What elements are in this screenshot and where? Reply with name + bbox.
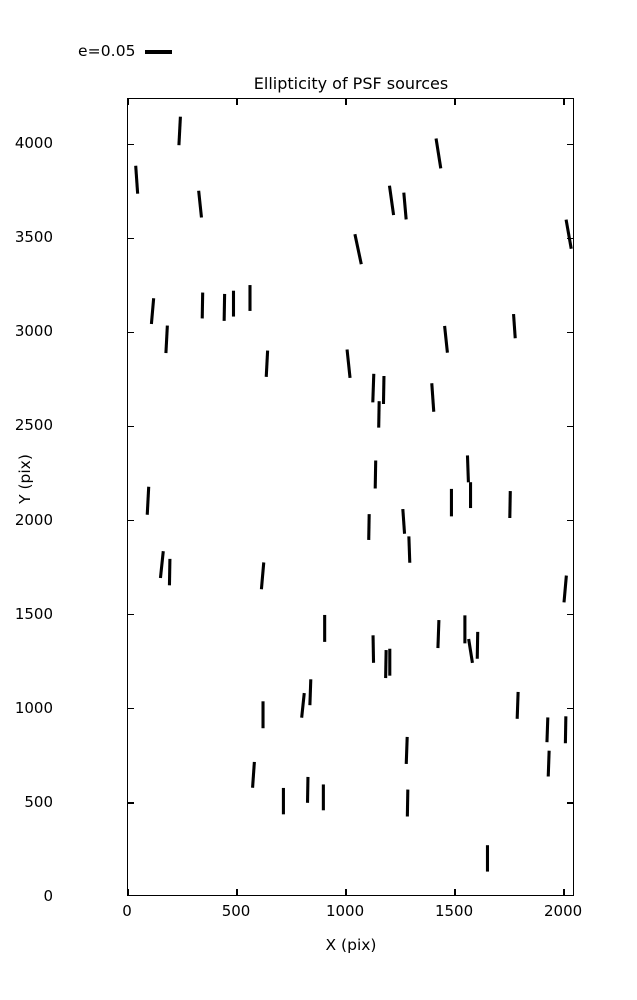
y-axis-tick xyxy=(567,708,573,710)
y-tick-label: 1000 xyxy=(14,698,53,717)
whisker-segment xyxy=(430,383,436,412)
whisker-segment xyxy=(300,692,306,718)
whisker-segment xyxy=(546,750,551,777)
whisker-segment xyxy=(407,536,412,563)
whisker-segment xyxy=(149,298,156,325)
x-axis-tick xyxy=(563,889,565,895)
page-title: Ellipticity of PSF sources xyxy=(253,74,449,93)
whisker-segment xyxy=(443,325,449,353)
y-tick-label: 1500 xyxy=(14,604,53,623)
y-axis-tick xyxy=(567,614,573,616)
whisker-layer xyxy=(134,116,573,872)
whisker-segment xyxy=(164,325,169,354)
whisker-segment xyxy=(545,717,550,743)
whisker-segment xyxy=(564,219,573,250)
y-tick-label: 2500 xyxy=(14,416,53,435)
y-tick-label: 2000 xyxy=(14,510,53,529)
x-axis-label: X (pix) xyxy=(325,936,377,954)
x-tick-label: 1000 xyxy=(325,902,365,920)
whisker-segment xyxy=(345,349,352,379)
whisker-segment xyxy=(308,679,313,706)
x-axis-tick xyxy=(128,99,129,105)
y-axis-tick xyxy=(128,425,134,428)
x-axis-tick xyxy=(236,99,238,105)
x-axis-tick xyxy=(345,99,347,105)
x-axis-tick xyxy=(236,889,238,895)
whisker-segment xyxy=(401,508,407,534)
whisker-segment xyxy=(515,691,520,719)
x-tick-label: 2000 xyxy=(544,902,583,920)
plot-axes xyxy=(127,98,574,896)
y-axis-tick xyxy=(128,614,134,616)
whisker-segment xyxy=(197,190,204,218)
y-tick-label: 4000 xyxy=(14,134,53,153)
whisker-segment xyxy=(387,185,396,216)
whisker-segment xyxy=(467,638,474,664)
y-tick-label: 3000 xyxy=(14,322,53,341)
y-axis-tick xyxy=(128,143,134,145)
legend-scale-bar-icon xyxy=(144,49,172,54)
x-axis-tick xyxy=(454,99,456,105)
whisker-segment xyxy=(436,619,441,649)
whisker-segment xyxy=(251,761,256,788)
x-axis-tick xyxy=(128,889,129,895)
x-tick-label: 1500 xyxy=(434,902,474,920)
x-axis-tick xyxy=(454,889,456,895)
y-axis-tick xyxy=(128,519,134,522)
whisker-segment xyxy=(512,313,517,339)
whisker-segment xyxy=(353,233,363,265)
y-axis-tick xyxy=(567,237,573,239)
whisker-segment xyxy=(158,551,165,579)
y-tick-label: 3500 xyxy=(14,228,53,247)
whisker-segment xyxy=(562,575,568,603)
whisker-segment xyxy=(259,562,266,590)
whisker-segment xyxy=(264,350,270,377)
whisker-segment xyxy=(371,373,376,403)
whisker-segment xyxy=(177,116,182,146)
y-axis-tick xyxy=(128,708,134,710)
y-axis-tick xyxy=(567,802,573,804)
x-tick-label: 500 xyxy=(221,902,251,920)
whisker-segment xyxy=(434,138,443,169)
y-axis-label: Y (pix) xyxy=(16,454,34,504)
y-axis-tick xyxy=(567,519,573,522)
y-axis-tick xyxy=(567,425,573,428)
whisker-segment xyxy=(402,192,408,220)
y-axis-tick xyxy=(128,237,134,239)
x-tick-label: 0 xyxy=(122,902,132,920)
legend: e=0.05 xyxy=(78,42,172,60)
y-axis-tick xyxy=(128,331,134,334)
y-axis-tick xyxy=(567,331,573,334)
y-axis-tick xyxy=(128,802,134,804)
y-tick-label: 0 xyxy=(43,887,53,905)
x-axis-tick xyxy=(563,99,565,105)
whisker-segment xyxy=(145,486,151,515)
y-axis-tick xyxy=(567,143,573,145)
whisker-segment xyxy=(134,165,140,194)
x-axis-tick xyxy=(345,889,347,895)
whisker-segment xyxy=(404,736,409,764)
whisker-segment xyxy=(465,455,470,483)
y-tick-label: 500 xyxy=(24,792,53,811)
legend-label: e=0.05 xyxy=(78,42,136,60)
